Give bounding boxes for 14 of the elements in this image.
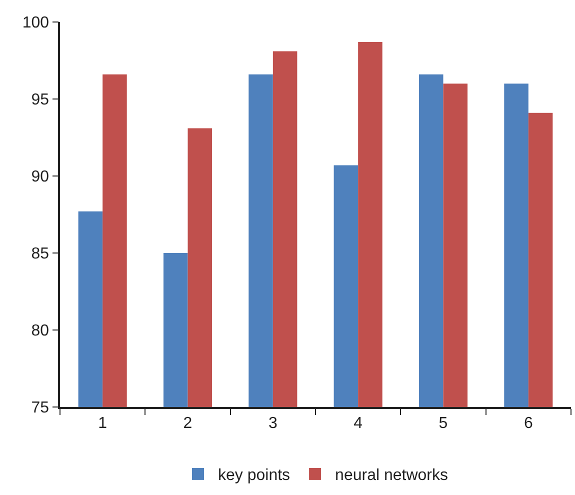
x-tick-label: 4 xyxy=(354,414,363,432)
y-tick-label: 80 xyxy=(31,322,50,340)
y-tick-label: 95 xyxy=(31,92,50,109)
y-tick-label: 90 xyxy=(31,168,50,186)
legend-label: neural networks xyxy=(335,467,448,484)
x-tick-label: 2 xyxy=(183,414,192,432)
y-tick-label: 100 xyxy=(22,14,50,32)
x-tick-label: 6 xyxy=(524,414,533,432)
y-tick-label: 85 xyxy=(31,246,50,263)
y-tick-label: 75 xyxy=(31,400,50,417)
legend-label: key points xyxy=(218,467,290,484)
x-tick-label: 1 xyxy=(98,414,108,432)
x-tick-label: 3 xyxy=(268,414,278,432)
x-tick-label: 5 xyxy=(438,414,448,432)
